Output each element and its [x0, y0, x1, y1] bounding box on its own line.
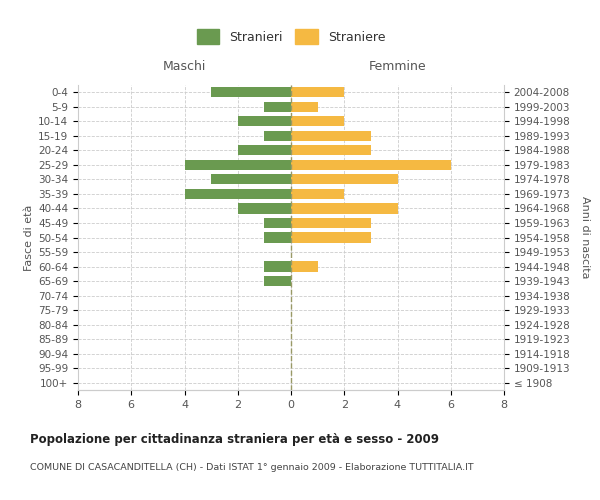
Bar [291, 218, 371, 228]
Bar [291, 116, 344, 126]
Bar [211, 87, 291, 98]
Bar [291, 189, 344, 199]
Bar [265, 262, 291, 272]
Bar [291, 87, 344, 98]
Bar [265, 218, 291, 228]
Bar [291, 160, 451, 170]
Text: Popolazione per cittadinanza straniera per età e sesso - 2009: Popolazione per cittadinanza straniera p… [30, 432, 439, 446]
Bar [238, 204, 291, 214]
Bar [238, 146, 291, 156]
Text: Femmine: Femmine [368, 60, 427, 73]
Bar [238, 116, 291, 126]
Bar [291, 174, 398, 184]
Bar [265, 232, 291, 242]
Y-axis label: Anni di nascita: Anni di nascita [580, 196, 590, 279]
Legend: Stranieri, Straniere: Stranieri, Straniere [192, 24, 390, 48]
Y-axis label: Fasce di età: Fasce di età [24, 204, 34, 270]
Bar [265, 131, 291, 141]
Bar [291, 232, 371, 242]
Bar [265, 276, 291, 286]
Bar [291, 262, 317, 272]
Bar [211, 174, 291, 184]
Bar [291, 102, 317, 112]
Text: Maschi: Maschi [163, 60, 206, 73]
Text: COMUNE DI CASACANDITELLA (CH) - Dati ISTAT 1° gennaio 2009 - Elaborazione TUTTIT: COMUNE DI CASACANDITELLA (CH) - Dati IST… [30, 462, 473, 471]
Bar [291, 146, 371, 156]
Bar [185, 189, 291, 199]
Bar [185, 160, 291, 170]
Bar [265, 102, 291, 112]
Bar [291, 131, 371, 141]
Bar [291, 204, 398, 214]
